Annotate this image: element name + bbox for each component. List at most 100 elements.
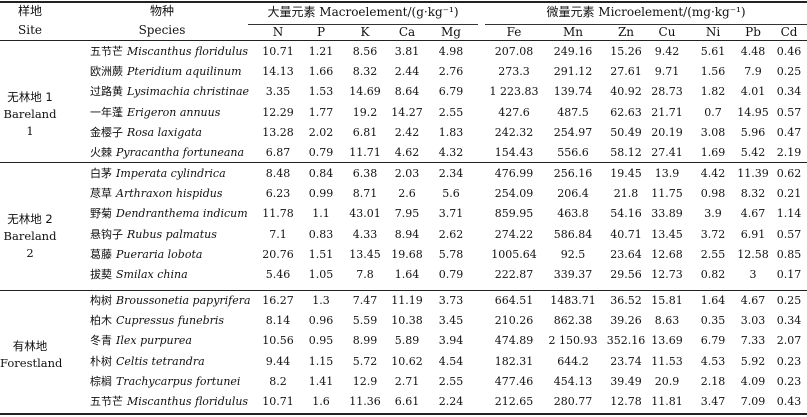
value-cell-mn: 454.13 xyxy=(553,374,593,388)
value-cell-n: 9.44 xyxy=(265,354,291,368)
value-cell-zn: 62.63 xyxy=(610,105,642,119)
value-cell-mg: 1.83 xyxy=(438,125,464,139)
species-name-cn: 过路黄 xyxy=(90,85,123,99)
value-cell-fe: 859.95 xyxy=(494,207,534,221)
value-cell-pb: 8.32 xyxy=(740,187,766,201)
value-cell-ca: 2.03 xyxy=(394,167,420,180)
value-cell-pb: 3.03 xyxy=(740,314,766,328)
species-name: 朴树 Celtis tetrandra xyxy=(90,355,205,369)
column-header-mg: Mg xyxy=(441,25,461,39)
value-cell-cd: 0.34 xyxy=(776,85,802,99)
value-cell-zn: 23.64 xyxy=(610,247,642,261)
value-cell-cd: 2.07 xyxy=(776,334,802,348)
value-cell-p: 0.83 xyxy=(308,227,334,241)
species-name-cn: 构树 xyxy=(90,294,112,307)
value-cell-k: 13.45 xyxy=(349,247,381,261)
species-name: 一年蓬 Erigeron annuus xyxy=(90,106,220,120)
value-cell-pb: 14.95 xyxy=(737,105,769,119)
value-cell-fe: 427.6 xyxy=(498,105,530,119)
value-cell-n: 8.14 xyxy=(265,314,291,328)
macroelement-group-header: 大量元素 Macroelement/(g·kg⁻¹) xyxy=(267,5,459,19)
species-name: 野菊 Dendranthema indicum xyxy=(90,207,248,221)
column-header-ca: Ca xyxy=(398,25,416,39)
value-cell-n: 6.87 xyxy=(265,146,291,159)
value-cell-k: 8.56 xyxy=(352,45,378,58)
value-cell-mn: 586.84 xyxy=(553,227,593,241)
value-cell-pb: 4.67 xyxy=(740,207,766,221)
value-cell-ca: 14.27 xyxy=(391,105,423,119)
value-cell-cu: 9.42 xyxy=(654,45,680,58)
value-cell-k: 8.71 xyxy=(352,187,378,201)
value-cell-ni: 1.69 xyxy=(700,146,726,159)
species-name-latin: Rosa laxigata xyxy=(127,125,202,139)
species-name-latin: Pteridium aquilinum xyxy=(127,65,242,79)
value-cell-k: 7.8 xyxy=(356,268,374,281)
value-cell-ca: 11.19 xyxy=(391,294,423,307)
value-cell-ca: 10.62 xyxy=(391,354,423,368)
value-cell-p: 1.05 xyxy=(308,268,334,281)
micro-subrule xyxy=(485,24,807,25)
species-name-latin: Ilex purpurea xyxy=(116,334,192,348)
value-cell-fe: 254.09 xyxy=(494,187,534,201)
value-cell-fe: 212.65 xyxy=(494,395,534,408)
value-cell-p: 1.41 xyxy=(308,374,334,388)
value-cell-pb: 7.33 xyxy=(740,334,766,348)
value-cell-p: 1.77 xyxy=(308,105,334,119)
value-cell-p: 1.6 xyxy=(312,395,330,408)
value-cell-mn: 291.12 xyxy=(553,65,593,79)
value-cell-zn: 40.92 xyxy=(610,85,642,99)
value-cell-cu: 21.71 xyxy=(651,105,683,119)
value-cell-pb: 4.09 xyxy=(740,374,766,388)
value-cell-zn: 27.61 xyxy=(610,65,642,79)
species-name-cn: 荩草 xyxy=(90,187,112,201)
column-header-k: K xyxy=(360,25,370,39)
value-cell-fe: 210.26 xyxy=(494,314,534,328)
value-cell-mn: 256.16 xyxy=(553,167,593,180)
value-cell-zn: 15.26 xyxy=(610,45,642,58)
species-name-latin: Trachycarpus fortunei xyxy=(116,374,241,388)
site-label-cn: 无林地 1 xyxy=(7,89,53,104)
value-cell-ni: 3.08 xyxy=(700,125,726,139)
value-cell-mg: 3.73 xyxy=(438,294,464,307)
column-header-fe: Fe xyxy=(506,25,522,39)
value-cell-pb: 4.01 xyxy=(740,85,766,99)
group1-rule xyxy=(0,162,807,163)
species-name-latin: Imperata cylindrica xyxy=(116,167,226,180)
column-header-mn: Mn xyxy=(562,25,584,39)
value-cell-ca: 19.68 xyxy=(391,247,423,261)
column-header-n: N xyxy=(272,25,284,39)
value-cell-ni: 0.98 xyxy=(700,187,726,201)
value-cell-n: 10.56 xyxy=(262,334,294,348)
value-cell-p: 1.1 xyxy=(312,207,330,221)
value-cell-zn: 29.56 xyxy=(610,268,642,281)
value-cell-n: 3.35 xyxy=(265,85,291,99)
species-name-cn: 金樱子 xyxy=(90,125,123,139)
value-cell-n: 20.76 xyxy=(262,247,294,261)
value-cell-ca: 6.61 xyxy=(394,395,420,408)
value-cell-p: 2.02 xyxy=(308,125,334,139)
microelement-group-header: 微量元素 Microelement/(mg·kg⁻¹) xyxy=(546,5,746,19)
bottom-rule xyxy=(0,413,807,415)
value-cell-mn: 487.5 xyxy=(557,105,589,119)
value-cell-mg: 2.76 xyxy=(438,65,464,79)
value-cell-p: 1.15 xyxy=(308,354,334,368)
value-cell-pb: 5.92 xyxy=(740,354,766,368)
value-cell-ni: 5.61 xyxy=(700,45,726,58)
value-cell-ni: 1.56 xyxy=(700,65,726,79)
value-cell-ni: 0.35 xyxy=(700,314,726,328)
value-cell-k: 11.71 xyxy=(349,146,381,159)
species-name-cn: 拔葜 xyxy=(90,268,112,281)
value-cell-ca: 2.44 xyxy=(394,65,420,79)
species-name: 荩草 Arthraxon hispidus xyxy=(90,187,223,201)
value-cell-fe: 207.08 xyxy=(494,45,534,58)
species-name-latin: Pueraria lobota xyxy=(116,247,203,261)
column-header-cu: Cu xyxy=(658,25,676,39)
species-name: 冬青 Ilex purpurea xyxy=(90,334,192,348)
value-cell-cd: 2.19 xyxy=(776,146,802,159)
value-cell-ni: 1.82 xyxy=(700,85,726,99)
value-cell-mg: 6.79 xyxy=(438,85,464,99)
site-label-en: Forestland xyxy=(0,355,63,370)
value-cell-k: 5.72 xyxy=(352,354,378,368)
value-cell-mn: 862.38 xyxy=(553,314,593,328)
value-cell-cd: 1.14 xyxy=(776,207,802,221)
